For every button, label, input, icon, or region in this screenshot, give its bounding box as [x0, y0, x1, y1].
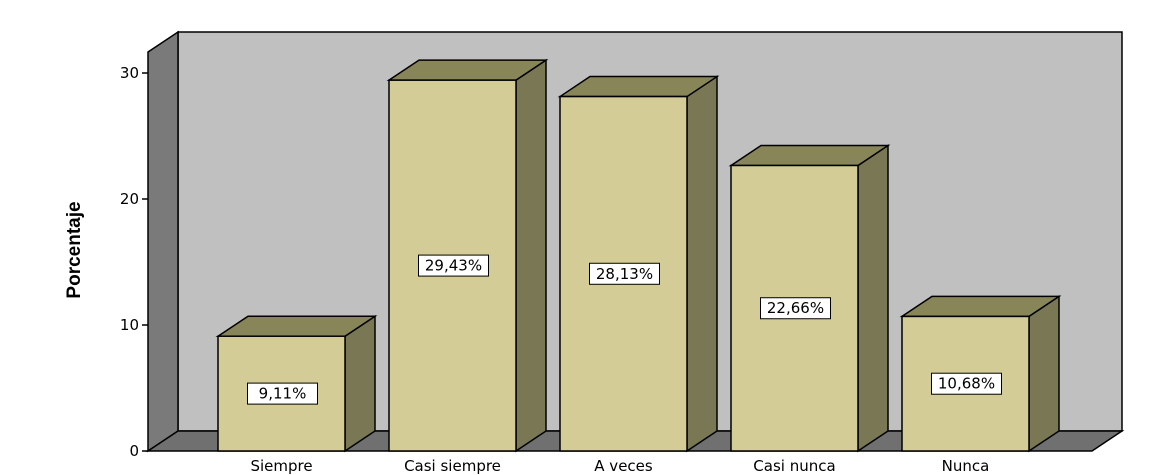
- data-label-box: [589, 262, 660, 285]
- bars-group: 9,11% 29,43% 28,13% 22,66% 10,68%: [215, 58, 1062, 453]
- y-tick-label: 30: [120, 64, 139, 82]
- data-label: 22,66%: [767, 299, 824, 317]
- data-label: 9,11%: [259, 385, 307, 403]
- bar-side: [857, 144, 889, 453]
- data-label: 10,68%: [938, 375, 995, 393]
- data-label: 29,43%: [425, 257, 482, 275]
- x-tick-label: Siempre: [250, 457, 312, 475]
- bar-side: [344, 314, 376, 453]
- data-label-box: [418, 254, 489, 277]
- y-axis-title: Porcentaje: [64, 201, 85, 298]
- x-tick-label: Casi siempre: [404, 457, 501, 475]
- y-tick-label: 20: [120, 190, 139, 208]
- y-axis: 0 10 20 30: [120, 64, 148, 460]
- data-label: 28,13%: [596, 265, 653, 283]
- y-tick-label: 10: [120, 316, 139, 334]
- chart-side-wall: [147, 30, 179, 453]
- data-label-box: [247, 382, 318, 405]
- data-label-box: [760, 297, 831, 320]
- bar-side: [1028, 295, 1060, 453]
- x-tick-label: A veces: [594, 457, 653, 475]
- y-tick-label: 0: [129, 442, 139, 460]
- data-label-box: [931, 372, 1002, 395]
- x-tick-label: Casi nunca: [753, 457, 835, 475]
- bar-side: [686, 75, 718, 453]
- x-tick-label: Nunca: [942, 457, 990, 475]
- x-axis: Siempre Casi siempre A veces Casi nunca Nunc…: [250, 457, 989, 475]
- bar-side: [515, 58, 547, 453]
